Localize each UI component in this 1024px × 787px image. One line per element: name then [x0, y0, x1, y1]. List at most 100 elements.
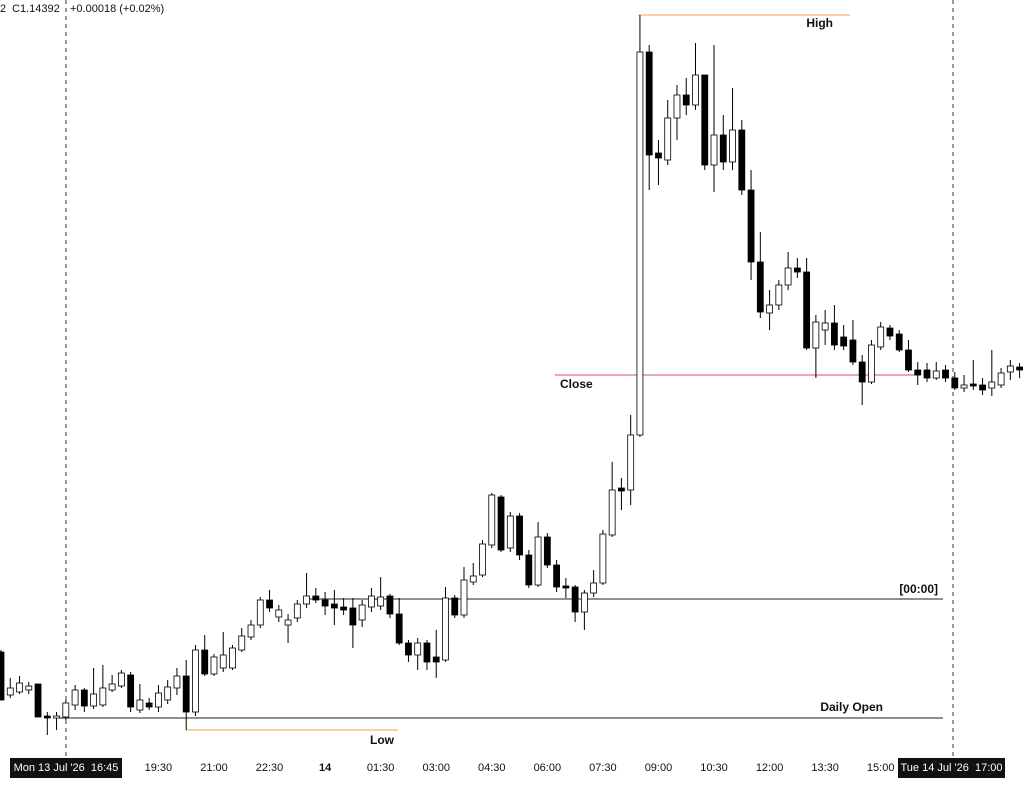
candle-body [312, 595, 320, 601]
candle-body [80, 689, 88, 707]
candle-body [256, 599, 264, 626]
level-label: [00:00] [899, 582, 938, 596]
candle-body [571, 586, 579, 613]
candle-body [145, 702, 153, 708]
candle-body [1006, 365, 1014, 373]
candle-body [756, 261, 764, 313]
candle-body [886, 327, 894, 337]
candle-body [516, 515, 523, 556]
candle-body [155, 692, 162, 708]
candle-body [599, 533, 607, 584]
candle-body [136, 699, 144, 711]
candle-body [923, 369, 931, 379]
candle-body [988, 381, 996, 389]
candle-body [238, 635, 246, 651]
candle-body [543, 536, 551, 566]
candle-body [266, 599, 273, 609]
level-label: Daily Open [820, 700, 883, 714]
candle-body [210, 656, 218, 675]
candle-body [997, 372, 1005, 386]
candle-body [506, 515, 514, 549]
level-label: Close [560, 377, 593, 391]
candle-body [673, 94, 681, 119]
candle-body [895, 333, 903, 351]
level-label: High [806, 16, 833, 30]
candle-body [831, 322, 838, 346]
candle-body [738, 129, 746, 191]
candle-body [395, 613, 403, 644]
candle-body [108, 683, 116, 691]
candle-body [90, 693, 97, 707]
candle-body [682, 94, 690, 106]
candle-body [979, 384, 986, 391]
candle-body [729, 129, 736, 163]
candle-body [784, 267, 792, 286]
candle-body [914, 369, 922, 376]
candle-body [710, 134, 718, 166]
x-tick-label: 10:30 [700, 762, 728, 774]
candle-body [849, 339, 857, 363]
candle-body [719, 134, 727, 163]
candle-body [16, 682, 23, 693]
candle-body [275, 609, 283, 618]
candle-body [164, 686, 172, 701]
x-tick-label: 14 [319, 762, 332, 774]
candle-body [43, 715, 51, 719]
candle-body [655, 152, 662, 159]
candle-body [766, 304, 773, 314]
candle-body [367, 595, 375, 608]
candle-body [636, 51, 644, 436]
candle-body [580, 592, 588, 613]
crosshair-box [10, 758, 122, 778]
header-close: C1.14392 [12, 3, 60, 15]
level-label: Low [370, 733, 395, 747]
candle-body [812, 321, 820, 349]
x-axis-bg [0, 756, 1024, 787]
candle-body [34, 683, 42, 718]
candle-body [747, 189, 755, 263]
crosshair-box [898, 758, 1005, 778]
candle-body [590, 582, 598, 594]
candle-body [386, 595, 394, 615]
candle-body [858, 361, 866, 383]
candle-body [414, 642, 422, 656]
candle-body [182, 675, 190, 713]
candle-body [460, 579, 468, 616]
candle-body [942, 369, 949, 379]
candle-body [219, 654, 227, 669]
candle-body [905, 349, 912, 371]
x-tick-label: 12:00 [756, 762, 784, 774]
candle-body [192, 649, 199, 713]
candle-body [479, 543, 486, 576]
candle-body [173, 675, 181, 689]
candle-body [803, 271, 811, 349]
candle-body [127, 674, 135, 708]
x-tick-label: 19:30 [145, 762, 173, 774]
x-tick-label: 21:00 [200, 762, 228, 774]
x-tick-label: 13:30 [811, 762, 839, 774]
candle-body [358, 604, 366, 621]
candle-body [821, 322, 829, 331]
candle-body [488, 494, 496, 546]
candle-body [664, 117, 672, 161]
candle-body [1016, 366, 1023, 371]
candle-body [25, 685, 33, 691]
x-tick-label: 06:00 [534, 762, 562, 774]
candle-body [868, 344, 875, 383]
candle-body [932, 370, 940, 379]
candle-body [608, 489, 616, 536]
x-tick-label: 03:00 [422, 762, 450, 774]
candle-body [303, 595, 310, 605]
crosshair-label: Mon 13 Jul '26 16:45 [14, 762, 119, 774]
candle-body [969, 383, 977, 387]
candle-body [377, 596, 385, 607]
candle-body [405, 642, 412, 656]
candle-body [497, 496, 505, 551]
candle-body [293, 603, 301, 619]
candle-body [321, 599, 329, 607]
candle-body [469, 575, 477, 583]
candle-body [701, 74, 709, 166]
candle-body [201, 649, 209, 675]
